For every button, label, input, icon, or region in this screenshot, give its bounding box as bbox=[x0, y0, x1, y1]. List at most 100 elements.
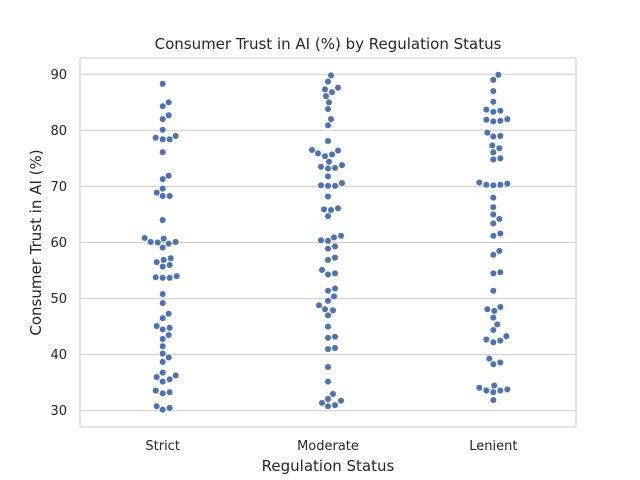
x-tick-label: Moderate bbox=[297, 439, 359, 454]
data-point-moderate bbox=[327, 206, 335, 214]
data-point-strict bbox=[172, 238, 180, 246]
data-point-moderate bbox=[331, 401, 339, 409]
data-point-moderate bbox=[321, 152, 329, 160]
data-point-moderate bbox=[324, 323, 332, 331]
data-point-moderate bbox=[317, 163, 325, 171]
x-axis-label: Regulation Status bbox=[262, 457, 395, 475]
data-point-lenient bbox=[490, 307, 498, 315]
data-point-lenient bbox=[495, 247, 503, 255]
data-point-lenient bbox=[489, 220, 497, 227]
data-point-strict bbox=[165, 354, 173, 361]
data-point-strict bbox=[160, 256, 168, 264]
data-point-moderate bbox=[324, 345, 332, 353]
data-point-lenient bbox=[489, 108, 497, 116]
data-point-lenient bbox=[489, 117, 497, 125]
data-point-strict bbox=[166, 192, 174, 200]
data-point-lenient bbox=[489, 181, 497, 189]
data-point-lenient bbox=[489, 203, 497, 211]
data-point-lenient bbox=[496, 268, 504, 276]
data-point-lenient bbox=[496, 181, 504, 189]
data-point-lenient bbox=[483, 305, 491, 313]
data-point-moderate bbox=[324, 237, 332, 245]
data-point-strict bbox=[152, 387, 160, 394]
data-point-strict bbox=[159, 216, 167, 224]
data-point-lenient bbox=[503, 386, 511, 393]
data-point-strict bbox=[159, 342, 167, 350]
data-point-strict bbox=[159, 406, 167, 414]
data-point-strict bbox=[159, 378, 167, 385]
data-point-moderate bbox=[338, 179, 346, 187]
data-point-moderate bbox=[324, 311, 332, 319]
data-point-strict bbox=[159, 80, 167, 88]
data-point-moderate bbox=[331, 344, 339, 352]
x-tick-labels: Strict Moderate Lenient bbox=[145, 439, 517, 454]
data-point-lenient bbox=[489, 133, 497, 140]
data-point-moderate bbox=[308, 146, 316, 154]
data-point-moderate bbox=[324, 105, 332, 113]
y-axis-label: Consumer Trust in AI (%) bbox=[27, 149, 45, 335]
y-tick-label: 70 bbox=[50, 180, 67, 195]
data-point-moderate bbox=[324, 287, 332, 295]
data-point-lenient bbox=[482, 336, 490, 343]
plot-frame bbox=[79, 57, 577, 428]
x-tick-label: Strict bbox=[145, 439, 180, 454]
data-point-moderate bbox=[324, 193, 332, 200]
data-point-lenient bbox=[496, 337, 504, 345]
data-point-lenient bbox=[503, 115, 511, 123]
data-point-moderate bbox=[324, 172, 332, 180]
data-point-moderate bbox=[331, 254, 339, 262]
data-point-lenient bbox=[496, 359, 504, 366]
data-point-strict bbox=[159, 185, 167, 193]
data-point-strict bbox=[166, 135, 174, 143]
data-point-lenient bbox=[489, 211, 497, 218]
data-point-lenient bbox=[496, 387, 504, 394]
data-point-strict bbox=[159, 326, 167, 333]
data-point-strict bbox=[159, 369, 167, 376]
data-point-strict bbox=[159, 115, 167, 123]
y-tick-label: 40 bbox=[50, 348, 67, 363]
chart-title: Consumer Trust in AI (%) by Regulation S… bbox=[155, 35, 502, 53]
data-point-moderate bbox=[321, 86, 329, 93]
data-point-strict bbox=[165, 172, 173, 180]
data-point-strict bbox=[159, 102, 167, 110]
data-point-moderate bbox=[325, 158, 333, 166]
data-point-strict bbox=[165, 111, 173, 119]
data-point-strict bbox=[166, 261, 174, 269]
data-point-strict bbox=[159, 358, 167, 366]
data-point-lenient bbox=[489, 87, 497, 95]
data-point-lenient bbox=[489, 388, 497, 396]
data-point-moderate bbox=[331, 285, 339, 292]
data-point-strict bbox=[166, 404, 174, 412]
data-point-strict bbox=[160, 235, 168, 242]
data-point-moderate bbox=[324, 212, 332, 220]
data-point-moderate bbox=[334, 204, 342, 212]
data-point-moderate bbox=[331, 243, 339, 250]
data-point-moderate bbox=[337, 397, 345, 405]
data-point-moderate bbox=[331, 333, 339, 341]
y-tick-label: 90 bbox=[50, 68, 67, 83]
data-point-moderate bbox=[320, 206, 328, 213]
data-point-moderate bbox=[324, 334, 332, 342]
data-point-strict bbox=[147, 238, 155, 246]
data-point-lenient bbox=[482, 181, 490, 189]
data-point-moderate bbox=[330, 234, 338, 241]
data-point-strict bbox=[152, 134, 160, 142]
data-point-strict bbox=[173, 272, 181, 280]
data-point-strict bbox=[159, 274, 167, 282]
data-point-moderate bbox=[329, 306, 337, 314]
data-point-moderate bbox=[324, 363, 332, 371]
data-point-lenient bbox=[489, 251, 497, 259]
data-point-moderate bbox=[321, 305, 329, 313]
data-point-lenient bbox=[494, 71, 502, 79]
data-point-moderate bbox=[324, 395, 332, 403]
data-point-strict bbox=[154, 239, 162, 246]
data-point-moderate bbox=[324, 182, 332, 190]
y-tick-label: 30 bbox=[50, 404, 67, 419]
data-point-moderate bbox=[318, 399, 326, 407]
data-point-lenient bbox=[489, 396, 497, 404]
data-point-strict bbox=[159, 290, 167, 298]
data-point-lenient bbox=[489, 98, 497, 106]
data-point-lenient bbox=[483, 129, 491, 136]
data-point-strict bbox=[172, 132, 180, 140]
